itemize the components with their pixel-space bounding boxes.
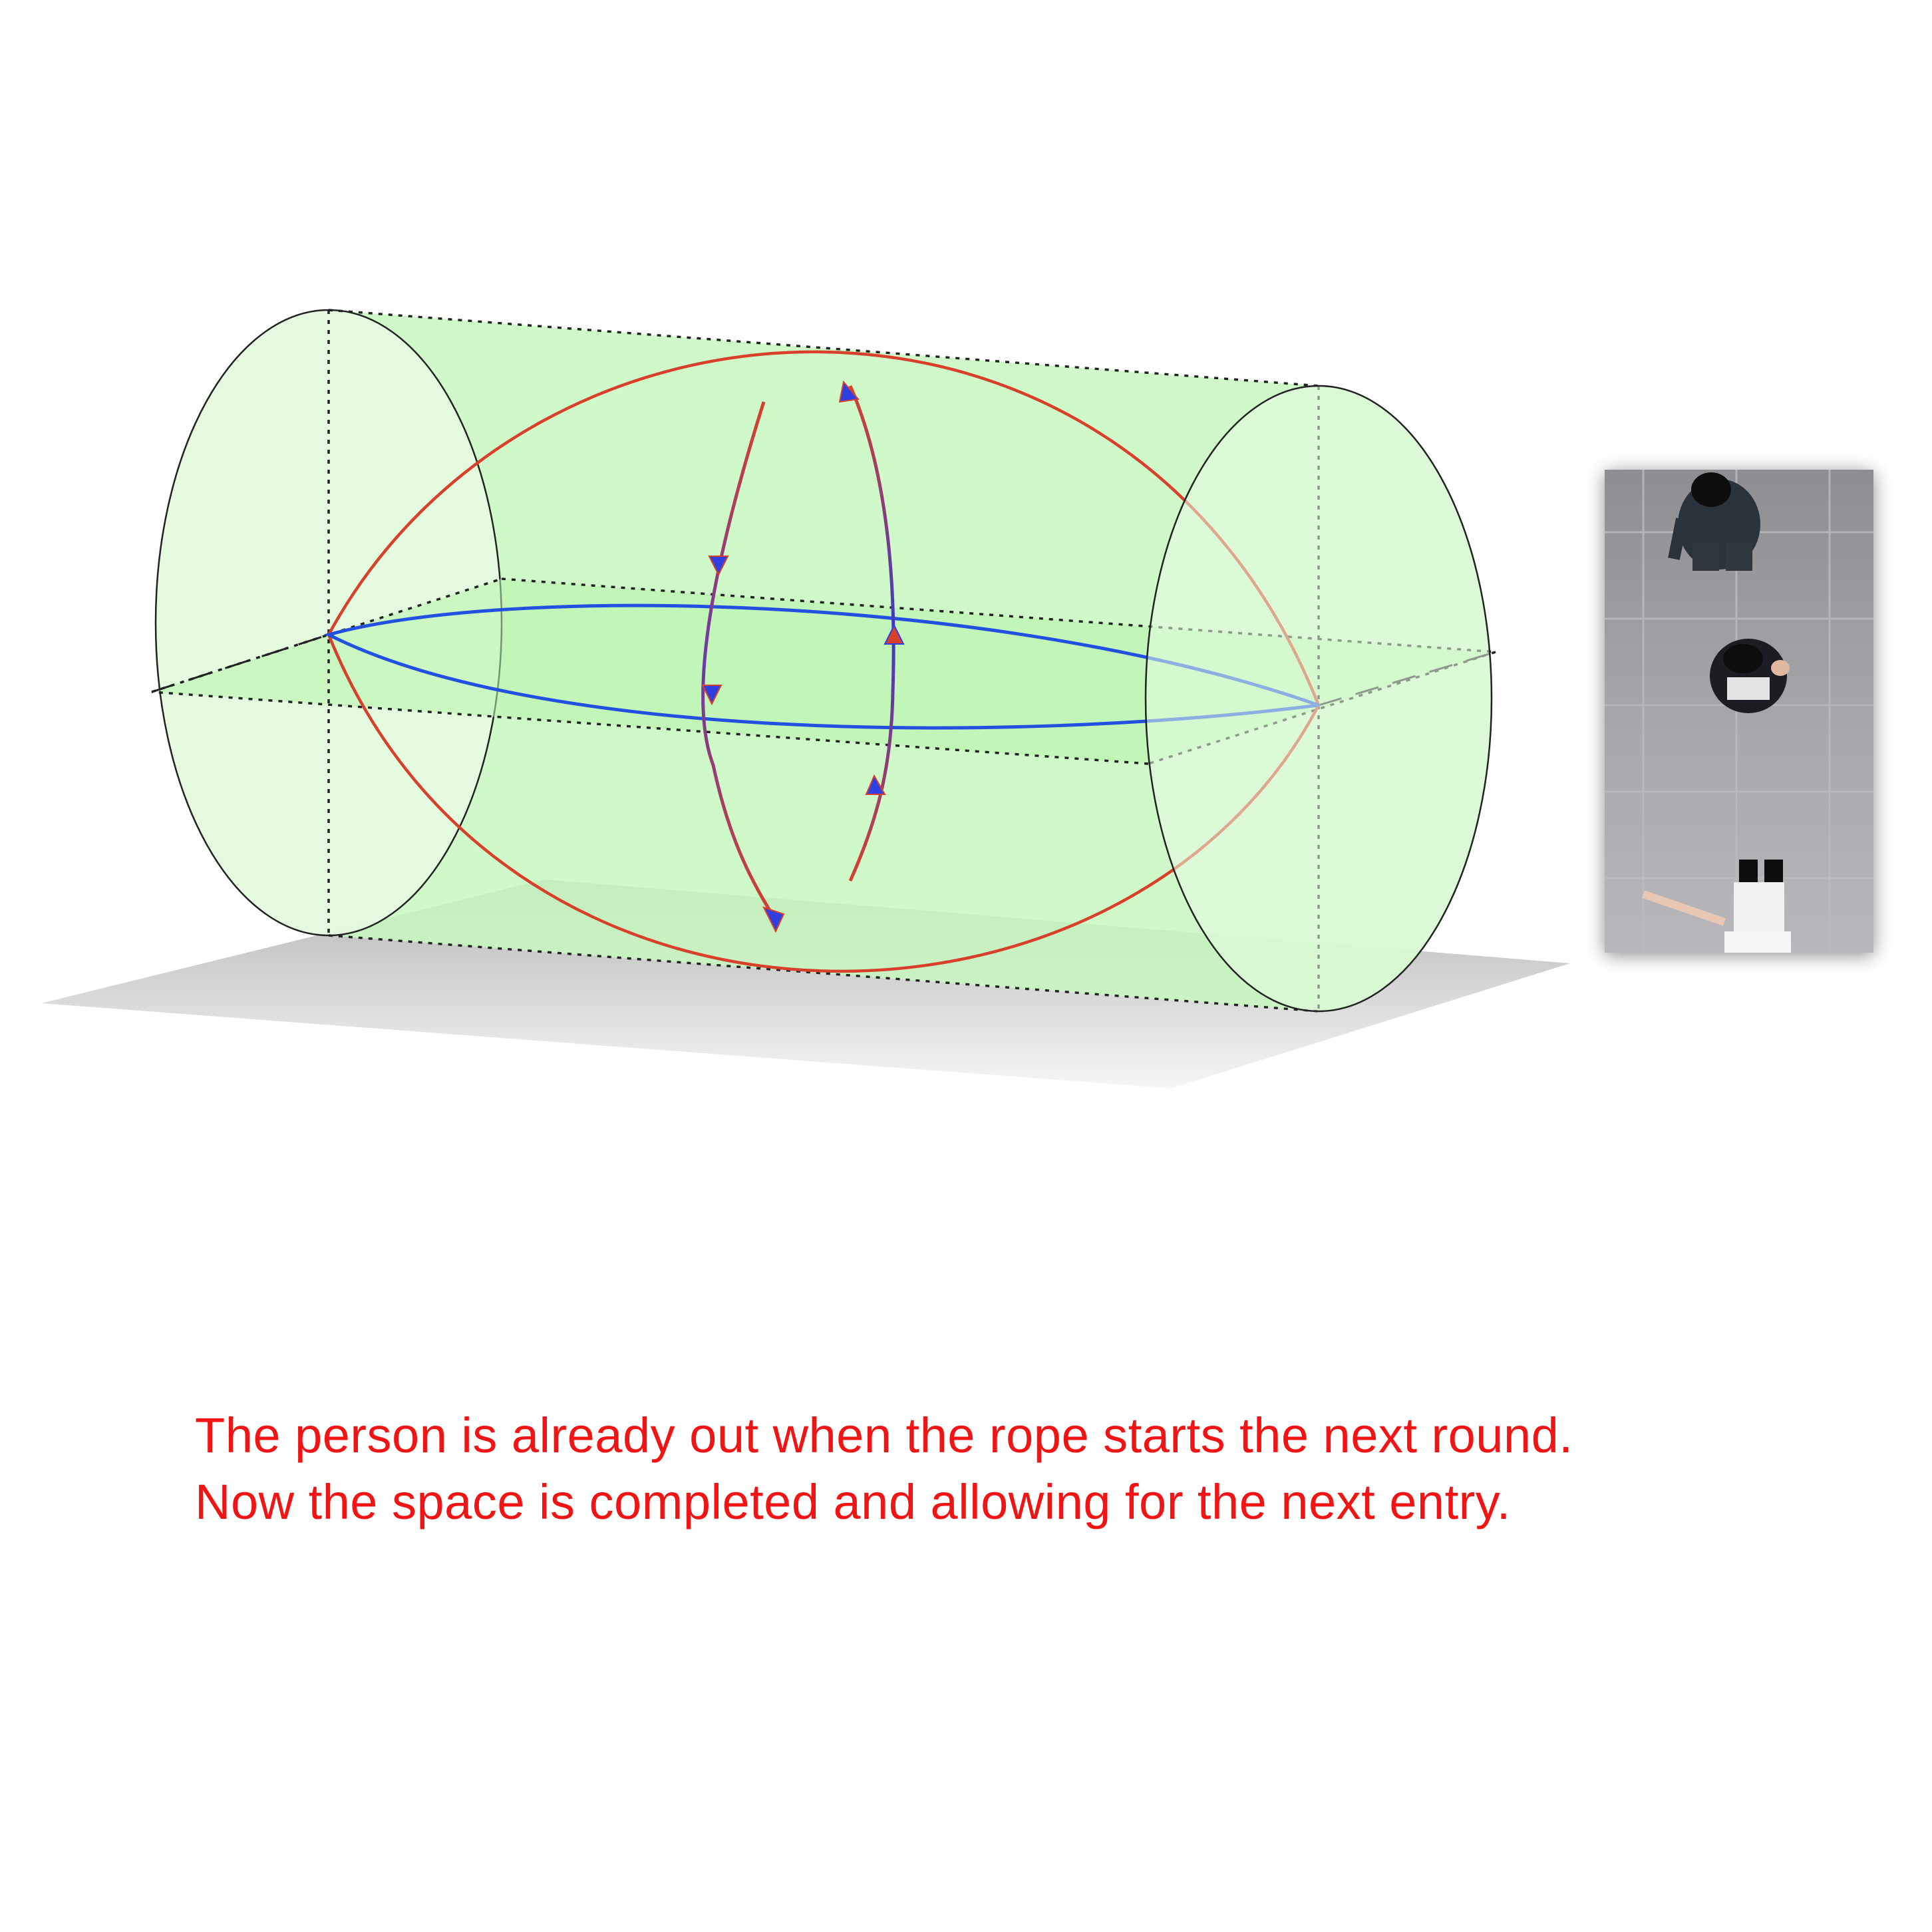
downward-rope-path <box>701 401 780 926</box>
person-middle <box>1710 639 1790 713</box>
arrow-down-1-icon <box>708 556 729 577</box>
arrow-up-1-icon <box>838 380 860 403</box>
caption: The person is already out when the rope … <box>195 1402 1792 1535</box>
arrow-up-2-icon <box>884 623 905 645</box>
caption-line-1: The person is already out when the rope … <box>195 1408 1573 1463</box>
upward-rope-path <box>848 385 895 882</box>
arrow-down-3-icon <box>762 906 785 933</box>
arrow-down-2-icon <box>701 685 723 706</box>
caption-line-2: Now the space is completed and allowing … <box>195 1474 1511 1530</box>
cylinder-right-cap <box>1144 385 1493 1013</box>
arrow-up-3-icon <box>865 774 886 795</box>
person-top <box>1668 472 1760 571</box>
person-bottom <box>1642 860 1791 953</box>
overhead-photo <box>1605 470 1873 953</box>
